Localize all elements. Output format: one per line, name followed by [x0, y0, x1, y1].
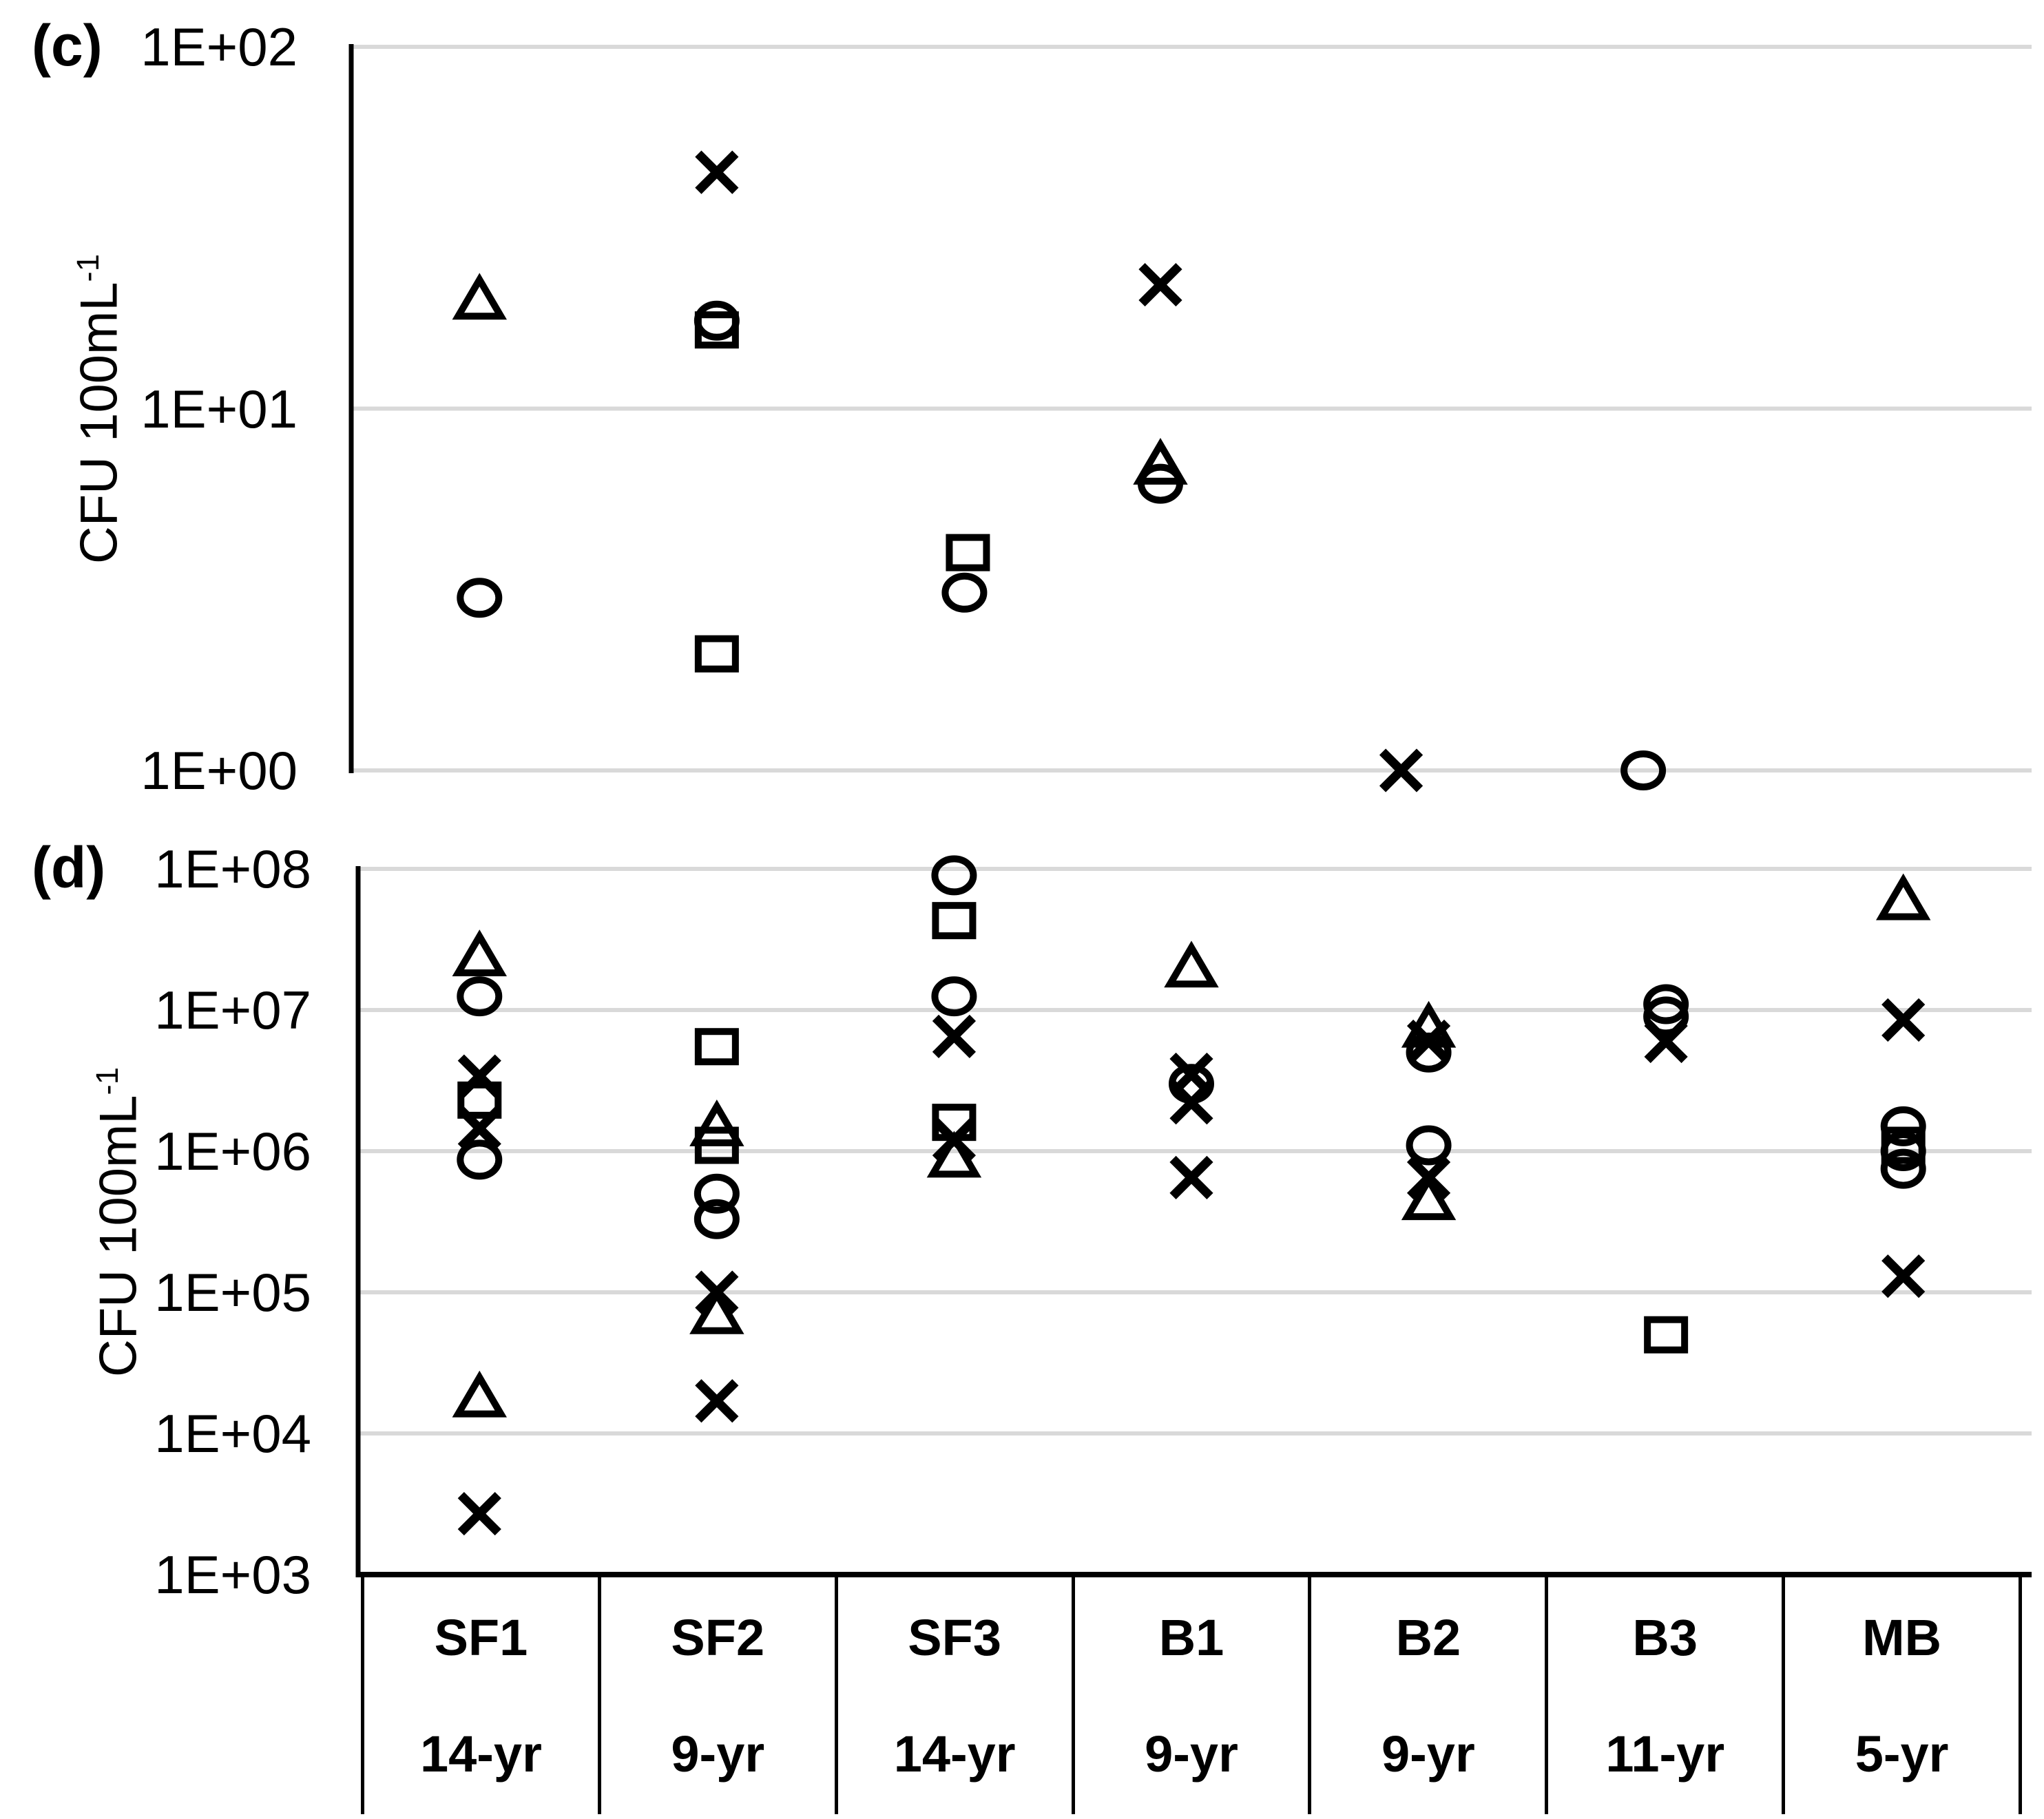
- marker-x: [1379, 748, 1424, 792]
- age-label: 11-yr: [1605, 1725, 1725, 1783]
- x-column-b1: B1 9-yr: [1075, 1575, 1312, 1814]
- site-label: SF2: [671, 1609, 765, 1666]
- marker-circle: [1880, 1131, 1926, 1171]
- site-label: B3: [1632, 1609, 1698, 1666]
- x-column-sf1: SF1 14-yr: [364, 1575, 601, 1814]
- marker-x: [695, 1379, 739, 1423]
- marker-square: [694, 635, 739, 673]
- marker-square: [932, 902, 977, 940]
- marker-x: [1406, 1155, 1451, 1199]
- panel-d-ytick-1e08: 1E+08: [154, 839, 311, 899]
- marker-x: [457, 1491, 501, 1536]
- x-column-sf3: SF3 14-yr: [838, 1575, 1075, 1814]
- marker-x: [1406, 1019, 1451, 1064]
- marker-circle: [457, 976, 503, 1017]
- marker-circle: [931, 976, 977, 1017]
- marker-circle: [1168, 1064, 1214, 1104]
- marker-x: [1881, 1254, 1926, 1298]
- x-column-mb: MB 5-yr: [1785, 1575, 2023, 1814]
- marker-x: [1881, 998, 1926, 1042]
- marker-x: [457, 1054, 501, 1098]
- marker-square: [694, 1028, 739, 1066]
- age-label: 9-yr: [1145, 1725, 1238, 1783]
- site-label: SF3: [908, 1609, 1001, 1666]
- marker-triangle: [689, 1099, 744, 1146]
- age-label: 14-yr: [893, 1725, 1016, 1783]
- panel-d-y-axis-title: CFU 100mL-1: [76, 878, 147, 1566]
- panel-c-ytick-1e00: 1E+00: [140, 740, 298, 801]
- x-column-b3: B3 11-yr: [1548, 1575, 1786, 1814]
- panel-c-ytick-1e01: 1E+01: [140, 379, 298, 439]
- marker-triangle: [1164, 940, 1219, 988]
- site-label: B1: [1158, 1609, 1224, 1666]
- marker-circle: [941, 572, 988, 613]
- panel-d-y-axis-title-superscript: -1: [90, 1066, 125, 1095]
- marker-square: [1644, 1316, 1689, 1354]
- marker-square: [694, 1126, 739, 1164]
- panel-c-y-axis-title: CFU 100mL-1: [56, 65, 128, 753]
- marker-circle: [1620, 750, 1667, 790]
- marker-circle: [1880, 1106, 1926, 1146]
- marker-square: [932, 1104, 977, 1142]
- marker-triangle: [1875, 873, 1931, 921]
- panel-c-label: (c): [32, 13, 103, 78]
- marker-x: [1169, 1155, 1213, 1199]
- marker-circle: [457, 1139, 503, 1180]
- site-label: MB: [1862, 1609, 1942, 1666]
- marker-circle: [1643, 984, 1689, 1024]
- marker-square: [946, 534, 990, 571]
- age-label: 14-yr: [419, 1725, 542, 1783]
- panel-d-ytick-1e06: 1E+06: [154, 1121, 311, 1181]
- marker-triangle: [452, 1370, 508, 1418]
- x-column-b2: B2 9-yr: [1311, 1575, 1549, 1814]
- panel-d-ytick-1e07: 1E+07: [154, 980, 311, 1040]
- age-label: 9-yr: [1381, 1725, 1475, 1783]
- marker-circle: [694, 1199, 740, 1239]
- marker-triangle: [1401, 1173, 1457, 1221]
- marker-circle: [1406, 1032, 1452, 1073]
- panel-c-ytick-1e02: 1E+02: [140, 17, 298, 77]
- panel-d-ytick-1e04: 1E+04: [154, 1403, 311, 1464]
- marker-circle: [1406, 1125, 1452, 1166]
- marker-triangle: [452, 273, 508, 320]
- marker-circle: [694, 1173, 740, 1214]
- marker-x: [1138, 262, 1182, 307]
- marker-x: [932, 1014, 977, 1058]
- age-label: 5-yr: [1855, 1725, 1949, 1783]
- panel-c-y-axis-title-text: CFU 100mL: [70, 282, 129, 565]
- marker-x: [695, 150, 739, 194]
- panel-c-y-axis-title-superscript: -1: [70, 253, 105, 282]
- marker-x: [695, 1270, 739, 1314]
- marker-circle: [1137, 463, 1183, 504]
- marker-circle: [1880, 1148, 1926, 1189]
- age-label: 9-yr: [671, 1725, 765, 1783]
- panel-d-label: (d): [32, 835, 106, 900]
- marker-circle: [694, 300, 740, 341]
- x-column-sf2: SF2 9-yr: [601, 1575, 838, 1814]
- marker-circle: [1643, 996, 1689, 1037]
- marker-triangle: [1133, 437, 1188, 485]
- marker-circle: [931, 855, 977, 896]
- site-label: B2: [1395, 1609, 1461, 1666]
- marker-square: [457, 1081, 502, 1119]
- marker-triangle: [689, 1287, 744, 1334]
- panel-d-ytick-1e03: 1E+03: [154, 1544, 311, 1605]
- panel-d-ytick-1e05: 1E+05: [154, 1262, 311, 1323]
- site-label: SF1: [434, 1609, 528, 1666]
- x-axis-category-table: SF1 14-yr SF2 9-yr SF3 14-yr B1 9-yr B2 …: [361, 1575, 2023, 1814]
- marker-triangle: [452, 929, 508, 977]
- panel-d-y-axis-title-text: CFU 100mL: [89, 1095, 148, 1378]
- marker-circle: [457, 578, 503, 618]
